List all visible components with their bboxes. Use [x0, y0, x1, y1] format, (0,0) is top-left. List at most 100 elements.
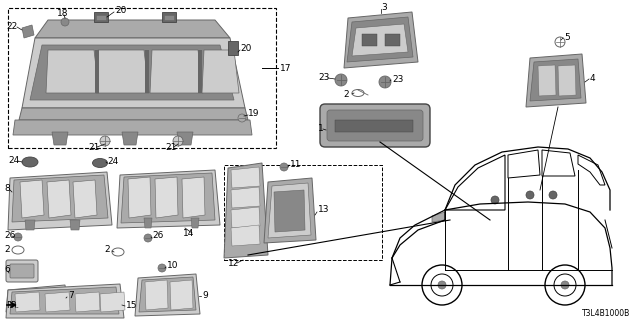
- Bar: [95, 50, 99, 93]
- Text: 2: 2: [4, 244, 10, 253]
- Text: 17: 17: [280, 63, 291, 73]
- Bar: [224, 165, 382, 260]
- Text: 26: 26: [152, 231, 163, 241]
- Polygon shape: [6, 284, 124, 318]
- Polygon shape: [14, 292, 33, 306]
- Polygon shape: [8, 172, 112, 230]
- Text: 24: 24: [8, 156, 19, 164]
- Bar: [385, 34, 400, 46]
- Polygon shape: [117, 170, 220, 228]
- Bar: [335, 120, 413, 132]
- Text: 14: 14: [183, 229, 195, 238]
- Polygon shape: [224, 163, 268, 258]
- Text: 5: 5: [564, 33, 570, 42]
- Polygon shape: [22, 25, 34, 38]
- Circle shape: [100, 136, 110, 146]
- Polygon shape: [15, 292, 40, 312]
- Text: 22: 22: [6, 21, 17, 30]
- Text: 3: 3: [381, 3, 387, 12]
- Polygon shape: [538, 65, 556, 96]
- Circle shape: [14, 233, 22, 241]
- Text: 24: 24: [107, 156, 118, 165]
- Text: 12: 12: [228, 260, 239, 268]
- Polygon shape: [231, 167, 260, 188]
- Polygon shape: [52, 132, 68, 145]
- Polygon shape: [264, 178, 316, 243]
- Bar: [228, 41, 238, 55]
- Text: 21: 21: [88, 142, 99, 151]
- Polygon shape: [344, 12, 418, 68]
- Polygon shape: [177, 132, 193, 145]
- Polygon shape: [47, 180, 71, 218]
- Text: 7: 7: [68, 292, 74, 300]
- Polygon shape: [25, 220, 35, 230]
- Bar: [362, 34, 377, 46]
- Ellipse shape: [22, 157, 38, 167]
- Polygon shape: [145, 280, 168, 310]
- Circle shape: [158, 264, 166, 272]
- Text: 8: 8: [4, 183, 10, 193]
- Polygon shape: [352, 24, 408, 56]
- Circle shape: [238, 114, 246, 122]
- Polygon shape: [231, 225, 260, 246]
- Text: 2: 2: [343, 90, 349, 99]
- Polygon shape: [96, 50, 149, 93]
- Polygon shape: [530, 59, 581, 101]
- Polygon shape: [19, 108, 248, 120]
- Polygon shape: [432, 212, 445, 222]
- Text: 20: 20: [115, 5, 126, 14]
- Polygon shape: [20, 180, 44, 218]
- Text: FR.: FR.: [6, 300, 19, 309]
- Bar: [94, 12, 108, 22]
- Text: 23: 23: [392, 75, 403, 84]
- Circle shape: [61, 18, 69, 26]
- Polygon shape: [100, 292, 125, 312]
- Polygon shape: [558, 65, 576, 96]
- Polygon shape: [347, 17, 413, 62]
- Polygon shape: [135, 274, 200, 316]
- Text: 10: 10: [167, 261, 179, 270]
- Text: 4: 4: [590, 74, 596, 83]
- Text: 15: 15: [126, 300, 138, 309]
- Text: 9: 9: [202, 291, 208, 300]
- Circle shape: [549, 191, 557, 199]
- Text: 6: 6: [4, 266, 10, 275]
- Circle shape: [173, 136, 183, 146]
- FancyBboxPatch shape: [327, 110, 423, 141]
- Circle shape: [280, 163, 288, 171]
- Polygon shape: [144, 218, 152, 228]
- Bar: [145, 50, 149, 93]
- Polygon shape: [139, 277, 196, 312]
- Text: 21: 21: [165, 142, 177, 151]
- Polygon shape: [45, 292, 70, 312]
- Text: 20: 20: [240, 44, 252, 52]
- Polygon shape: [122, 132, 138, 145]
- Text: 26: 26: [4, 230, 15, 239]
- Text: 19: 19: [248, 108, 259, 117]
- Circle shape: [144, 234, 152, 242]
- Polygon shape: [6, 285, 68, 312]
- Polygon shape: [10, 287, 119, 314]
- Polygon shape: [150, 50, 203, 93]
- Polygon shape: [10, 288, 64, 308]
- Polygon shape: [30, 45, 234, 100]
- Bar: [198, 50, 202, 93]
- Polygon shape: [12, 175, 108, 222]
- Polygon shape: [121, 173, 215, 223]
- Circle shape: [379, 76, 391, 88]
- Polygon shape: [22, 38, 245, 108]
- Bar: [96, 15, 106, 20]
- Polygon shape: [231, 207, 260, 228]
- Polygon shape: [75, 292, 100, 312]
- Circle shape: [438, 281, 446, 289]
- Polygon shape: [182, 177, 205, 218]
- FancyBboxPatch shape: [6, 260, 38, 282]
- Polygon shape: [128, 177, 151, 218]
- Polygon shape: [35, 292, 54, 306]
- Circle shape: [561, 281, 569, 289]
- Polygon shape: [155, 177, 178, 218]
- Circle shape: [491, 196, 499, 204]
- FancyBboxPatch shape: [320, 104, 430, 147]
- Polygon shape: [202, 50, 239, 93]
- Polygon shape: [231, 187, 260, 208]
